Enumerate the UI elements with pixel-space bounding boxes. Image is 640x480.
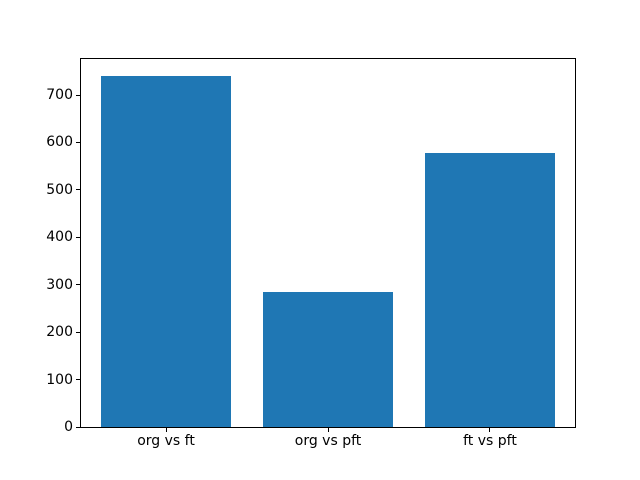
plot-area [80, 58, 576, 428]
x-tick-mark [489, 428, 491, 432]
y-tick-mark [76, 379, 80, 381]
y-tick-mark [76, 141, 80, 143]
y-tick-label: 600 [46, 134, 73, 151]
y-tick-label: 200 [46, 324, 73, 341]
y-tick-label: 700 [46, 87, 73, 104]
x-tick-mark [165, 428, 167, 432]
x-tick-label: org vs ft [137, 433, 195, 449]
y-tick-mark [76, 94, 80, 96]
y-tick-mark [76, 189, 80, 191]
y-tick-label: 400 [46, 229, 73, 246]
x-tick-mark [327, 428, 329, 432]
bar-org-vs-pft [263, 291, 393, 427]
y-tick-mark [76, 426, 80, 428]
x-tick-label: org vs pft [294, 433, 362, 449]
y-tick-mark [76, 331, 80, 333]
y-tick-mark [76, 284, 80, 286]
y-tick-label: 500 [46, 181, 73, 198]
bar-org-vs-ft [101, 76, 231, 427]
y-tick-mark [76, 236, 80, 238]
x-tick-label: ft vs pft [463, 433, 517, 449]
y-tick-label: 300 [46, 276, 73, 293]
y-tick-label: 100 [46, 371, 73, 388]
y-tick-label: 0 [64, 419, 73, 435]
bar-ft-vs-pft [425, 152, 555, 427]
